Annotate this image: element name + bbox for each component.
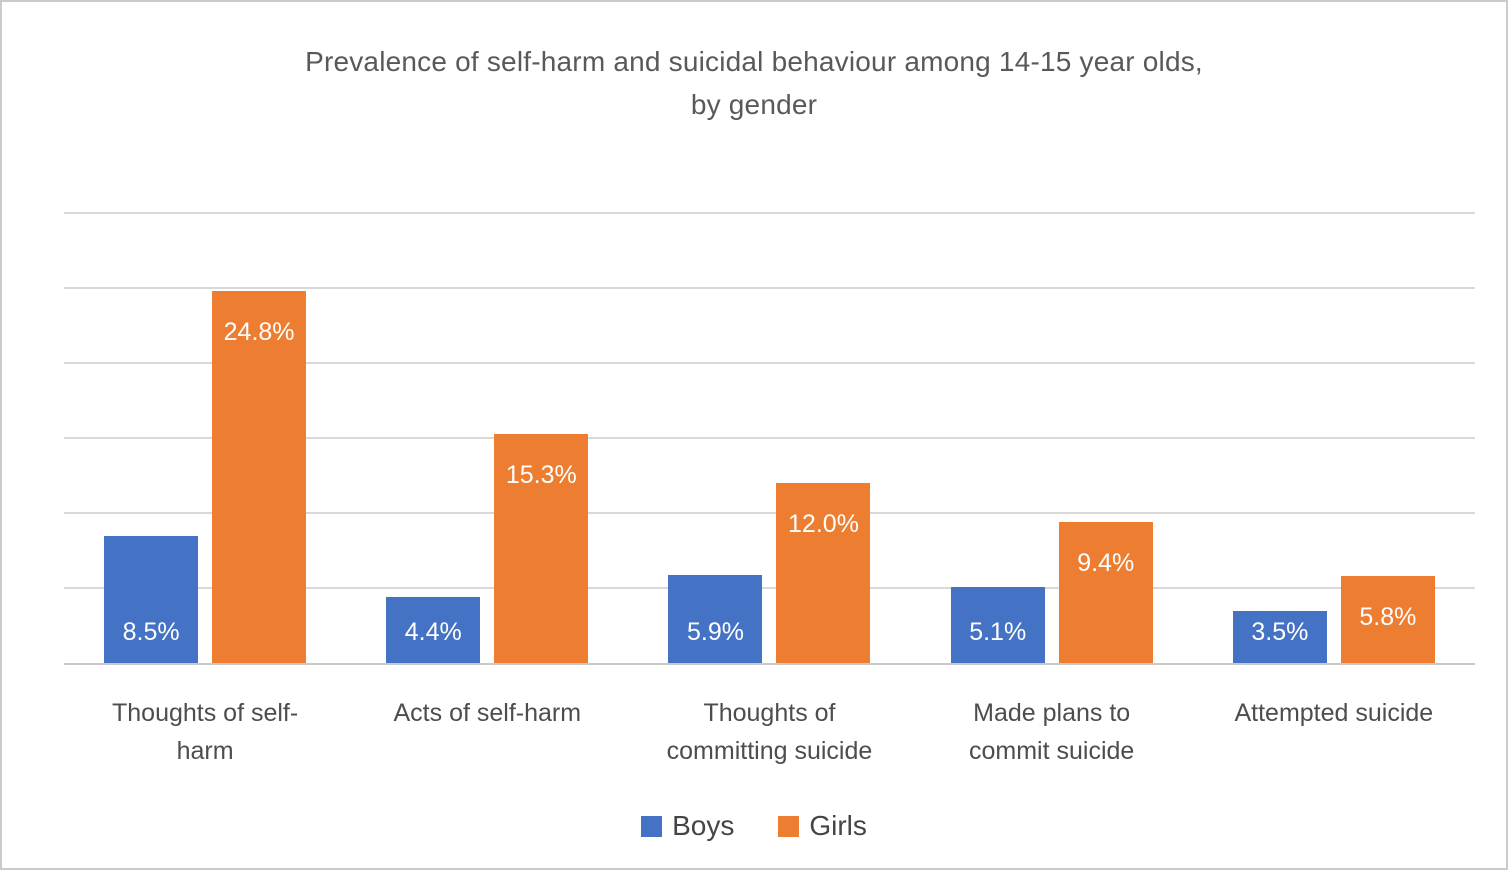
- legend: Boys Girls: [2, 810, 1506, 842]
- data-label-boys-2: 4.4%: [404, 618, 462, 646]
- category-label-line: harm: [176, 737, 234, 765]
- legend-swatch-icon: [641, 815, 663, 837]
- gridline-25: [64, 287, 1475, 289]
- bar-boys-1: 8.5%: [104, 535, 199, 663]
- legend-item-boys: Boys: [641, 810, 734, 842]
- data-label-boys-1: 8.5%: [122, 618, 180, 646]
- category-label-line: Acts of self-harm: [393, 699, 582, 727]
- gridline-5: [64, 587, 1475, 589]
- bar-boys-3: 5.9%: [668, 574, 763, 663]
- data-label-boys-5: 3.5%: [1251, 618, 1309, 646]
- bar-girls-3: 12.0%: [776, 483, 871, 663]
- category-label-line: committing suicide: [666, 737, 873, 765]
- bar-group-3: 5.9% 12.0%: [628, 215, 910, 663]
- plot-area: 8.5% 24.8% 4.4% 15.3% 5.9% 12.0% 5.1% 9.4% 3.5% 5…: [64, 212, 1475, 665]
- legend-item-girls: Girls: [778, 810, 867, 842]
- gridline-30: [64, 212, 1475, 214]
- category-label-5: Attempted suicide: [1193, 694, 1475, 770]
- category-label-line: Thoughts of: [703, 699, 836, 727]
- gridline-20: [64, 362, 1475, 364]
- bar-girls-5: 5.8%: [1340, 576, 1435, 663]
- bar-group-4: 5.1% 9.4%: [911, 215, 1193, 663]
- legend-swatch-icon: [778, 815, 800, 837]
- data-label-girls-5: 5.8%: [1359, 603, 1417, 631]
- data-label-girls-3: 12.0%: [788, 510, 859, 538]
- category-label-line: Attempted suicide: [1234, 699, 1434, 727]
- bar-boys-2: 4.4%: [386, 597, 481, 663]
- bar-girls-1: 24.8%: [212, 291, 307, 663]
- data-label-boys-3: 5.9%: [686, 618, 744, 646]
- chart-title: Prevalence of self-harm and suicidal beh…: [2, 40, 1506, 126]
- data-label-girls-2: 15.3%: [505, 460, 577, 489]
- bar-group-5: 3.5% 5.8%: [1193, 215, 1475, 663]
- category-label-line: Made plans to: [973, 699, 1131, 727]
- chart-title-line-1: Prevalence of self-harm and suicidal beh…: [305, 46, 1203, 77]
- category-label-1: Thoughts of self-harm: [64, 694, 346, 770]
- data-label-girls-1: 24.8%: [223, 318, 295, 346]
- category-label-4: Made plans to commit suicide: [911, 694, 1193, 770]
- chart-title-line-2: by gender: [690, 89, 818, 120]
- bar-group-2: 4.4% 15.3%: [346, 215, 628, 663]
- bar-girls-2: 15.3%: [494, 433, 589, 663]
- bar-boys-4: 5.1%: [950, 586, 1045, 663]
- category-axis: Thoughts of self-harm Acts of self-harm Th…: [64, 694, 1475, 770]
- gridline-15: [64, 437, 1475, 439]
- bar-boys-5: 3.5%: [1232, 610, 1327, 663]
- category-label-2: Acts of self-harm: [346, 694, 628, 770]
- legend-label: Girls: [809, 810, 867, 841]
- legend-label: Boys: [672, 810, 735, 841]
- gridline-10: [64, 512, 1475, 514]
- data-label-girls-4: 9.4%: [1077, 549, 1135, 577]
- data-label-boys-4: 5.1%: [969, 618, 1027, 646]
- bar-group-1: 8.5% 24.8%: [64, 215, 346, 663]
- category-label-3: Thoughts of committing suicide: [628, 694, 910, 770]
- bar-girls-4: 9.4%: [1058, 522, 1153, 663]
- category-label-line: commit suicide: [968, 737, 1135, 765]
- category-label-line: Thoughts of self-: [111, 699, 299, 727]
